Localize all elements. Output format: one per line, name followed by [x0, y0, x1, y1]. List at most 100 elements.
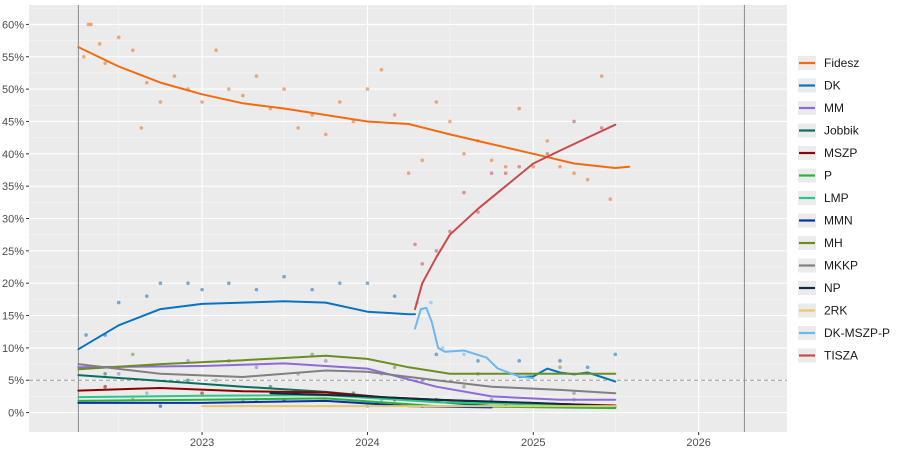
x-axis: 2023 2024 2025 2026 — [190, 432, 711, 449]
poll-point — [200, 287, 204, 292]
poll-point — [448, 119, 452, 124]
poll-point — [365, 281, 370, 285]
poll-point — [448, 229, 452, 234]
poll-point — [462, 384, 466, 389]
poll-point — [572, 119, 576, 124]
y-tick-label: 50% — [2, 84, 24, 96]
poll-point — [227, 87, 231, 91]
poll-point — [379, 67, 384, 72]
poll-point — [241, 93, 245, 98]
poll-point — [103, 61, 107, 66]
poll-point — [392, 365, 397, 370]
legend-label: MM — [824, 101, 844, 115]
poll-point — [517, 106, 522, 111]
trend-lines — [77, 46, 631, 410]
poll-point — [103, 371, 107, 376]
poll-point — [323, 132, 328, 137]
poll-point — [434, 249, 439, 253]
trend-line — [414, 306, 535, 380]
poll-point — [558, 164, 562, 169]
poll-point — [462, 152, 466, 156]
poll-point — [476, 359, 480, 363]
x-tick-label: 2025 — [521, 437, 545, 449]
trend-line — [77, 354, 617, 375]
y-tick-label: 10% — [2, 343, 24, 355]
poll-point — [338, 100, 342, 104]
poll-point — [310, 113, 314, 117]
poll-point — [599, 74, 604, 78]
y-tick-label: 45% — [2, 116, 24, 128]
poll-point — [89, 22, 93, 27]
poll-point — [310, 352, 314, 357]
poll-point — [585, 365, 590, 370]
poll-point — [116, 300, 121, 305]
y-tick-label: 0% — [8, 408, 24, 420]
y-tick-label: 40% — [2, 149, 24, 161]
poll-point — [214, 378, 218, 383]
y-tick-label: 55% — [2, 52, 24, 64]
poll-point — [296, 126, 300, 130]
poll-point — [282, 87, 286, 91]
trend-line — [77, 300, 416, 351]
poll-point — [413, 242, 417, 247]
y-tick-label: 15% — [2, 311, 24, 323]
trend-line — [77, 46, 631, 169]
legend: Fidesz DK MM Jobbik MSZP P LMP MMN MH MKKP NP 2RK DK… — [796, 52, 890, 373]
poll-point — [116, 371, 121, 376]
trend-line — [518, 367, 617, 383]
poll-point — [392, 113, 397, 117]
legend-label: Jobbik — [824, 124, 860, 138]
legend-label: NP — [824, 281, 841, 295]
poll-point — [365, 87, 370, 91]
poll-point — [103, 384, 107, 389]
poll-point — [429, 300, 433, 305]
poll-point — [323, 359, 328, 363]
poll-point — [558, 359, 562, 363]
legend-label: P — [824, 169, 832, 183]
poll-point — [145, 391, 149, 395]
poll-point — [434, 100, 439, 104]
poll-point — [462, 190, 466, 195]
poll-point — [82, 54, 86, 59]
poll-point — [97, 42, 102, 46]
poll-point — [572, 391, 576, 395]
poll-point — [531, 164, 536, 169]
poll-point — [420, 158, 425, 163]
legend-label: TISZA — [824, 349, 858, 363]
poll-point — [585, 177, 590, 182]
trend-line — [77, 363, 617, 395]
poll-point — [462, 352, 466, 357]
poll-point — [545, 152, 550, 156]
poll-point — [503, 171, 508, 176]
poll-point — [116, 35, 121, 40]
poll-point — [86, 22, 91, 27]
poll-point — [172, 74, 177, 78]
poll-point — [186, 359, 190, 363]
y-tick-label: 25% — [2, 246, 24, 258]
y-tick-label: 5% — [8, 375, 24, 387]
poll-point — [200, 100, 204, 104]
y-tick-label: 20% — [2, 278, 24, 290]
poll-point — [145, 80, 149, 85]
y-tick-label: 30% — [2, 214, 24, 226]
poll-point — [282, 274, 286, 279]
x-tick-label: 2024 — [355, 437, 379, 449]
poll-point — [139, 126, 144, 130]
poll-points — [82, 22, 618, 408]
y-axis: 0% 5% 10% 15% 20% 25% 30% 35% 40% 45% 50% 55% 60% — [2, 19, 29, 420]
legend-label: 2RK — [824, 304, 847, 318]
poll-point — [440, 346, 445, 350]
poll-point — [599, 126, 604, 130]
y-tick-label: 35% — [2, 181, 24, 193]
poll-point — [158, 100, 163, 104]
poll-point — [434, 352, 439, 357]
trend-line — [77, 362, 617, 401]
poll-point — [489, 158, 494, 163]
poll-point — [200, 391, 204, 395]
poll-point — [254, 287, 259, 292]
poll-point — [558, 365, 562, 370]
poll-point — [489, 171, 494, 176]
poll-point — [406, 171, 411, 176]
x-tick-label: 2023 — [190, 437, 214, 449]
